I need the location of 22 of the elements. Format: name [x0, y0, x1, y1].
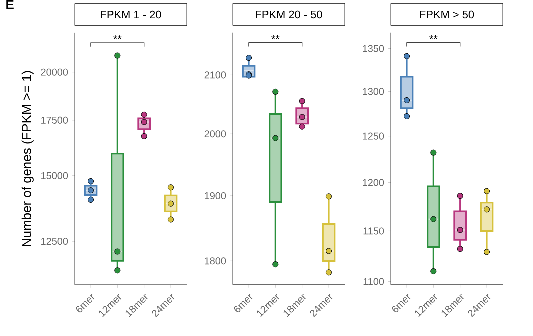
- y-tick-label: 17500: [42, 116, 68, 124]
- annotation: **: [272, 35, 280, 40]
- y-tick-label: 2100: [204, 72, 226, 79]
- chart-title: FPKM > 50: [420, 10, 474, 19]
- y-tick-label: 1350: [363, 45, 384, 52]
- y-tick-label: 1250: [363, 132, 384, 140]
- chart-title: FPKM 20 - 50: [256, 10, 322, 19]
- y-tick-label: 1100: [364, 278, 384, 286]
- y-axis-title: Number of genes (FPKM >= 1): [22, 71, 34, 246]
- text: E: [6, 0, 14, 10]
- y-tick-label: 2000: [204, 130, 226, 138]
- y-tick-label: 20000: [41, 68, 68, 76]
- chart-title: FPKM 1 - 20: [101, 10, 162, 19]
- annotation: **: [114, 36, 122, 40]
- annotation: **: [430, 36, 438, 40]
- y-tick-label: 1150: [364, 228, 384, 235]
- y-tick-label: 15000: [42, 172, 68, 180]
- y-tick-label: 1900: [205, 192, 226, 200]
- y-tick-label: 1200: [363, 179, 384, 186]
- y-tick-label: 1800: [205, 258, 226, 265]
- y-tick-label: 12500: [42, 238, 68, 246]
- y-tick-label: 1300: [363, 88, 384, 96]
